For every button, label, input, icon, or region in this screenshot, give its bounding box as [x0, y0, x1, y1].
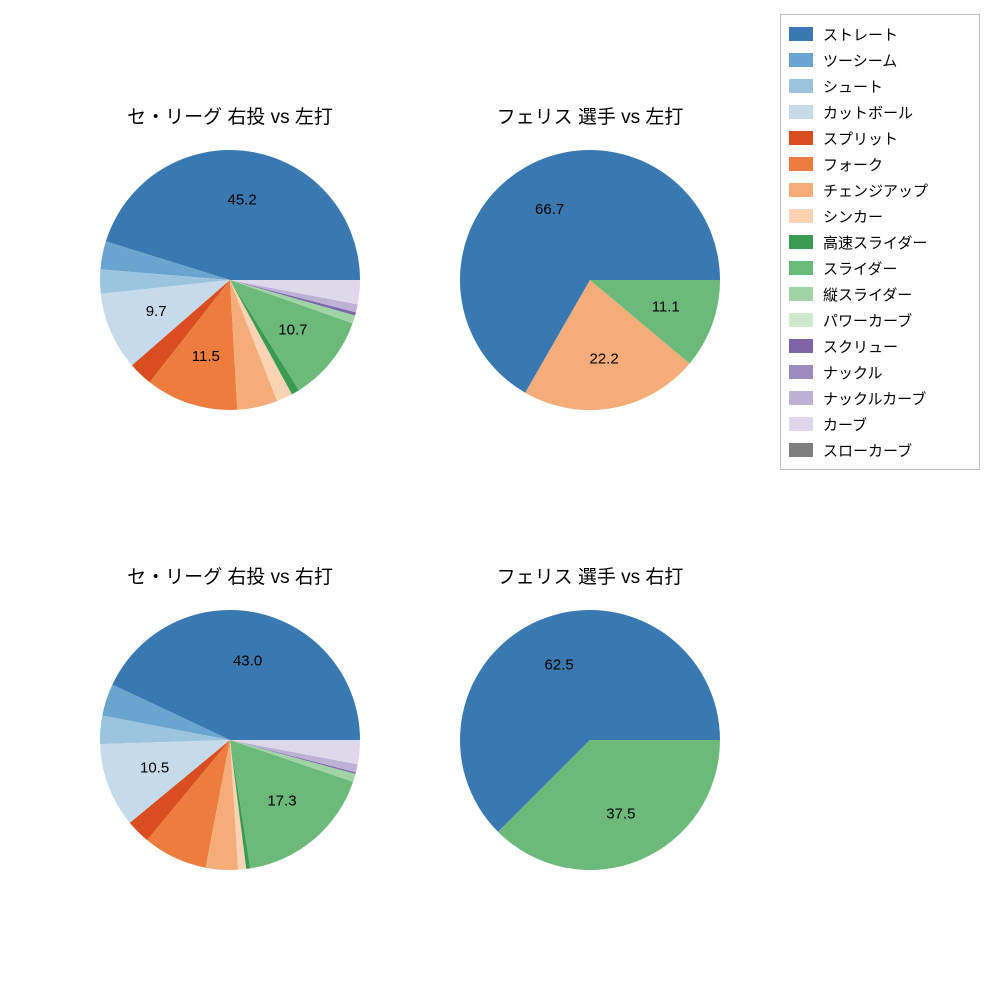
legend-item: ツーシーム	[789, 47, 971, 73]
pie-slice-label: 9.7	[146, 303, 167, 320]
legend-item: カットボール	[789, 99, 971, 125]
legend-swatch	[789, 261, 813, 275]
pie-top-left: 45.2 9.7 11.5 10.7	[100, 150, 360, 410]
legend-label: ナックル	[823, 362, 883, 383]
legend-item: 縦スライダー	[789, 281, 971, 307]
legend-swatch	[789, 183, 813, 197]
legend-label: カーブ	[823, 414, 867, 435]
pie-slice-label: 43.0	[233, 652, 262, 669]
legend-label: スクリュー	[823, 336, 898, 357]
pie-slice-label: 17.3	[267, 793, 296, 810]
legend-swatch	[789, 105, 813, 119]
pie-slice-label: 10.5	[140, 759, 169, 776]
legend-swatch	[789, 79, 813, 93]
legend-swatch	[789, 443, 813, 457]
pie-slice-label: 37.5	[606, 805, 635, 822]
legend-label: ナックルカーブ	[823, 388, 926, 409]
legend-swatch	[789, 391, 813, 405]
pie-top-right: 66.7 22.2 11.1	[460, 150, 720, 410]
pie-slice-label: 62.5	[545, 657, 574, 674]
legend-label: シンカー	[823, 206, 883, 227]
legend-label: フォーク	[823, 154, 883, 175]
legend-label: パワーカーブ	[823, 310, 912, 331]
pie-slice-label: 11.1	[652, 299, 680, 316]
legend-swatch	[789, 209, 813, 223]
legend-label: スローカーブ	[823, 440, 912, 461]
legend-swatch	[789, 417, 813, 431]
legend-label: チェンジアップ	[823, 180, 928, 201]
legend-item: チェンジアップ	[789, 177, 971, 203]
legend-item: フォーク	[789, 151, 971, 177]
pie-slice-label: 45.2	[228, 191, 257, 208]
legend-item: パワーカーブ	[789, 307, 971, 333]
legend-swatch	[789, 235, 813, 249]
pie-slice-label: 66.7	[535, 201, 564, 218]
legend-swatch	[789, 27, 813, 41]
legend-item: ナックルカーブ	[789, 385, 971, 411]
legend-label: ツーシーム	[823, 50, 897, 71]
legend-item: スプリット	[789, 125, 971, 151]
pie-bottom-left: 43.0 10.5 17.3	[100, 610, 360, 870]
legend-item: ストレート	[789, 21, 971, 47]
legend-label: 高速スライダー	[823, 232, 927, 253]
legend-label: カットボール	[823, 102, 913, 123]
legend-item: スローカーブ	[789, 437, 971, 463]
legend-swatch	[789, 157, 813, 171]
pie-bottom-right: 62.5 37.5	[460, 610, 720, 870]
legend-item: シュート	[789, 73, 971, 99]
legend-swatch	[789, 365, 813, 379]
chart-title: フェリス 選手 vs 右打	[497, 562, 684, 589]
legend-item: カーブ	[789, 411, 971, 437]
legend-label: スプリット	[823, 128, 898, 149]
legend-label: 縦スライダー	[823, 284, 912, 305]
legend-item: スライダー	[789, 255, 971, 281]
pie-slice-label: 11.5	[192, 348, 220, 365]
legend-item: スクリュー	[789, 333, 971, 359]
legend-swatch	[789, 131, 813, 145]
legend-item: シンカー	[789, 203, 971, 229]
legend-swatch	[789, 287, 813, 301]
legend-label: シュート	[823, 76, 883, 97]
legend-item: 高速スライダー	[789, 229, 971, 255]
chart-title: フェリス 選手 vs 左打	[497, 102, 684, 129]
legend-label: ストレート	[823, 24, 898, 45]
legend-item: ナックル	[789, 359, 971, 385]
chart-title: セ・リーグ 右投 vs 右打	[127, 562, 333, 589]
legend: ストレートツーシームシュートカットボールスプリットフォークチェンジアップシンカー…	[780, 14, 980, 470]
legend-swatch	[789, 339, 813, 353]
pie-slice-label: 22.2	[590, 350, 619, 367]
legend-swatch	[789, 53, 813, 67]
legend-swatch	[789, 313, 813, 327]
pie-slice-label: 10.7	[278, 321, 307, 338]
chart-title: セ・リーグ 右投 vs 左打	[127, 102, 333, 129]
legend-label: スライダー	[823, 258, 897, 279]
